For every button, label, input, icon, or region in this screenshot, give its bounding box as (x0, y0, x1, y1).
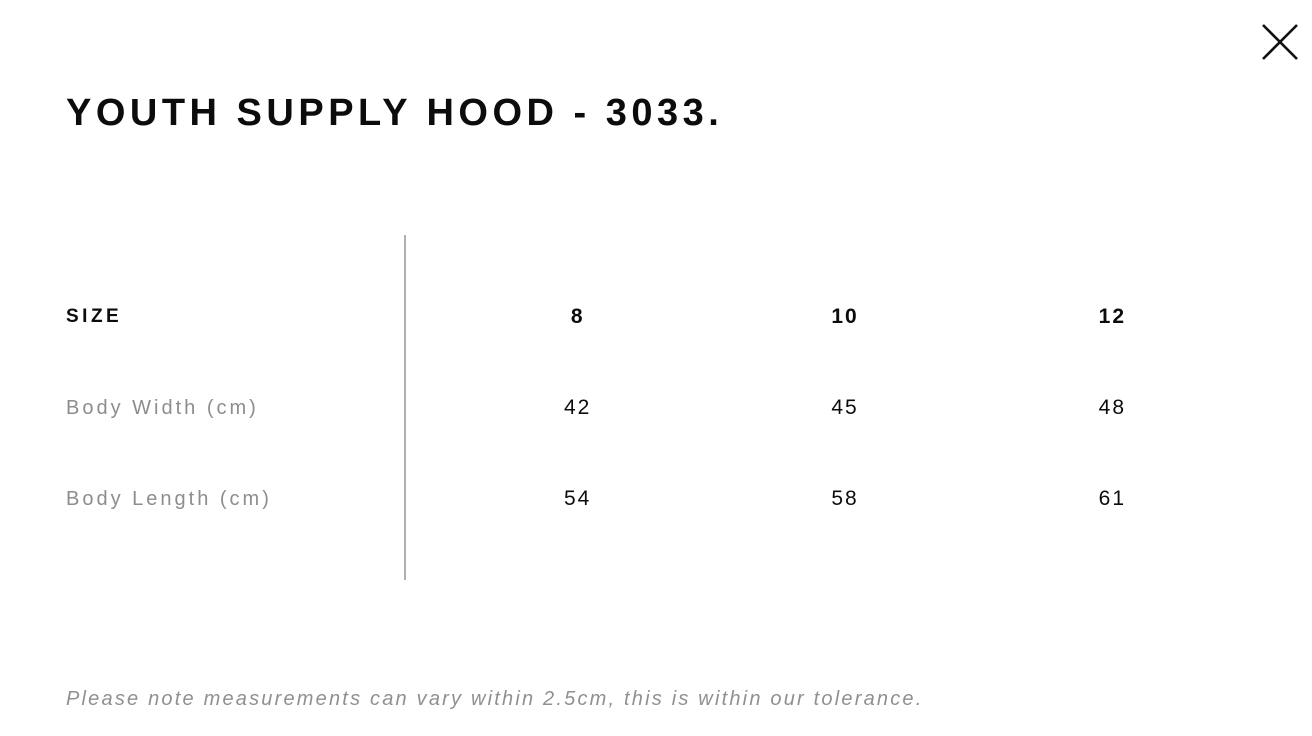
body-length-size-10: 58 (831, 487, 859, 510)
table-header-row: SIZE 8 10 12 (66, 305, 1246, 329)
close-icon (1261, 23, 1299, 61)
body-width-size-12: 48 (1098, 396, 1126, 419)
vertical-divider (404, 235, 406, 580)
size-column-12: 12 (1098, 305, 1126, 328)
size-column-8: 8 (570, 305, 585, 328)
body-length-size-8: 54 (563, 487, 592, 510)
size-header-label: SIZE (66, 306, 123, 327)
table-row-body-length: Body Length (cm) 54 58 61 (66, 487, 1246, 511)
body-width-size-10: 45 (831, 396, 859, 419)
table-row-body-width: Body Width (cm) 42 45 48 (66, 396, 1246, 420)
tolerance-note: Please note measurements can vary within… (66, 688, 924, 710)
close-button[interactable] (1254, 16, 1306, 68)
size-column-10: 10 (831, 305, 859, 328)
body-width-size-8: 42 (563, 396, 592, 419)
row-label-body-length: Body Length (cm) (66, 487, 272, 510)
body-length-size-12: 61 (1098, 487, 1126, 510)
row-label-body-width: Body Width (cm) (66, 396, 259, 419)
page-title: YOUTH SUPPLY HOOD - 3033. (66, 92, 724, 134)
size-chart-table: SIZE 8 10 12 Body Width (cm) 42 45 48 Bo… (66, 235, 1246, 580)
